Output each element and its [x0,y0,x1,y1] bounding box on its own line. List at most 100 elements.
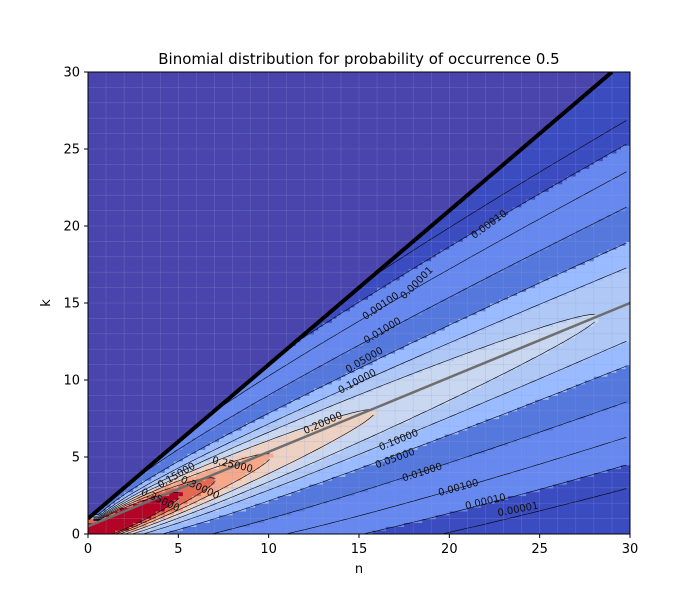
heatmap-cell [354,406,360,412]
heatmap-cell [345,507,351,512]
heatmap-cell [349,441,356,447]
heatmap-cell [381,276,387,281]
heatmap-cell [300,406,306,412]
heatmap-cell [286,449,292,454]
heatmap-cell [417,530,423,534]
heatmap-cell [422,349,428,354]
heatmap-cell [182,437,188,443]
heatmap-cell [331,383,338,389]
heatmap-cell [422,503,428,508]
heatmap-cell [309,468,315,473]
heatmap-cell [485,460,491,466]
heatmap-cell [499,272,505,277]
heatmap-cell [363,445,369,450]
heatmap-cell [395,457,401,462]
heatmap-cell [142,476,148,481]
heatmap-cell [390,264,396,269]
heatmap-cell [508,441,514,447]
heatmap-cell [467,380,473,385]
heatmap-cell [404,252,410,258]
heatmap-cell [508,510,514,516]
heatmap-cell [286,499,292,504]
heatmap-cell [173,530,179,534]
heatmap-cell [449,491,455,497]
heatmap-cell [467,283,473,289]
heatmap-cell [372,495,378,500]
heatmap-cell [327,383,333,389]
heatmap-cell [322,464,328,470]
heatmap-cell [354,418,360,423]
heatmap-cell [408,314,414,319]
heatmap-cell [499,445,505,450]
heatmap-cell [422,403,428,408]
heatmap-cell [246,426,252,431]
heatmap-cell [209,499,216,504]
heatmap-cell [499,510,505,516]
heatmap-cell [354,487,360,493]
heatmap-cell [494,468,500,473]
heatmap-cell [453,522,459,527]
heatmap-cell [322,495,328,500]
heatmap-cell [440,222,446,227]
heatmap-cell [196,518,202,524]
heatmap-cell [426,422,432,427]
heatmap-cell [345,499,351,504]
heatmap-cell [417,480,423,485]
heatmap-cell [499,530,505,534]
heatmap-cell [440,464,446,470]
heatmap-cell [440,241,446,246]
heatmap-cell [499,329,505,335]
heatmap-cell [196,514,202,520]
heatmap-cell [327,472,333,477]
heatmap-cell [209,480,216,485]
heatmap-cell [426,372,432,377]
heatmap-cell [273,383,279,389]
heatmap-cell [368,503,374,508]
heatmap-cell [390,464,396,470]
heatmap-cell [480,345,487,350]
heatmap-cell [313,329,319,335]
heatmap-cell [286,368,292,373]
heatmap-cell [331,526,338,531]
heatmap-cell [164,487,170,493]
heatmap-cell [508,445,514,450]
heatmap-cell [259,476,265,481]
heatmap-cell [313,414,319,420]
heatmap-cell [444,264,450,269]
heatmap-cell [218,483,225,489]
heatmap-cell [223,530,229,534]
heatmap-cell [413,299,419,304]
heatmap-cell [435,426,441,431]
heatmap-cell [304,468,310,473]
heatmap-cell [345,476,351,481]
heatmap-cell [115,499,121,504]
heatmap-cell [462,406,468,412]
heatmap-cell [508,329,514,335]
heatmap-cell [363,403,369,408]
heatmap-cell [426,322,432,327]
heatmap-cell [386,487,392,493]
heatmap-cell [318,441,324,447]
heatmap-cell [386,437,392,443]
heatmap-cell [264,441,270,447]
heatmap-cell [372,430,378,435]
heatmap-cell [322,441,328,447]
heatmap-cell [413,491,419,497]
heatmap-cell [471,499,478,504]
heatmap-cell [182,441,188,447]
heatmap-cell [485,249,491,254]
heatmap-cell [458,526,464,531]
heatmap-cell [467,445,473,450]
heatmap-cell [417,430,423,435]
heatmap-cell [453,426,459,431]
heatmap-cell [449,395,455,400]
heatmap-cell [336,387,342,393]
heatmap-cell [318,426,324,431]
heatmap-cell [458,268,464,273]
heatmap-cell [142,530,148,534]
heatmap-cell [408,495,414,500]
heatmap-cell [237,468,243,473]
heatmap-cell [309,453,315,458]
heatmap-cell [173,499,179,504]
heatmap-cell [489,326,496,331]
